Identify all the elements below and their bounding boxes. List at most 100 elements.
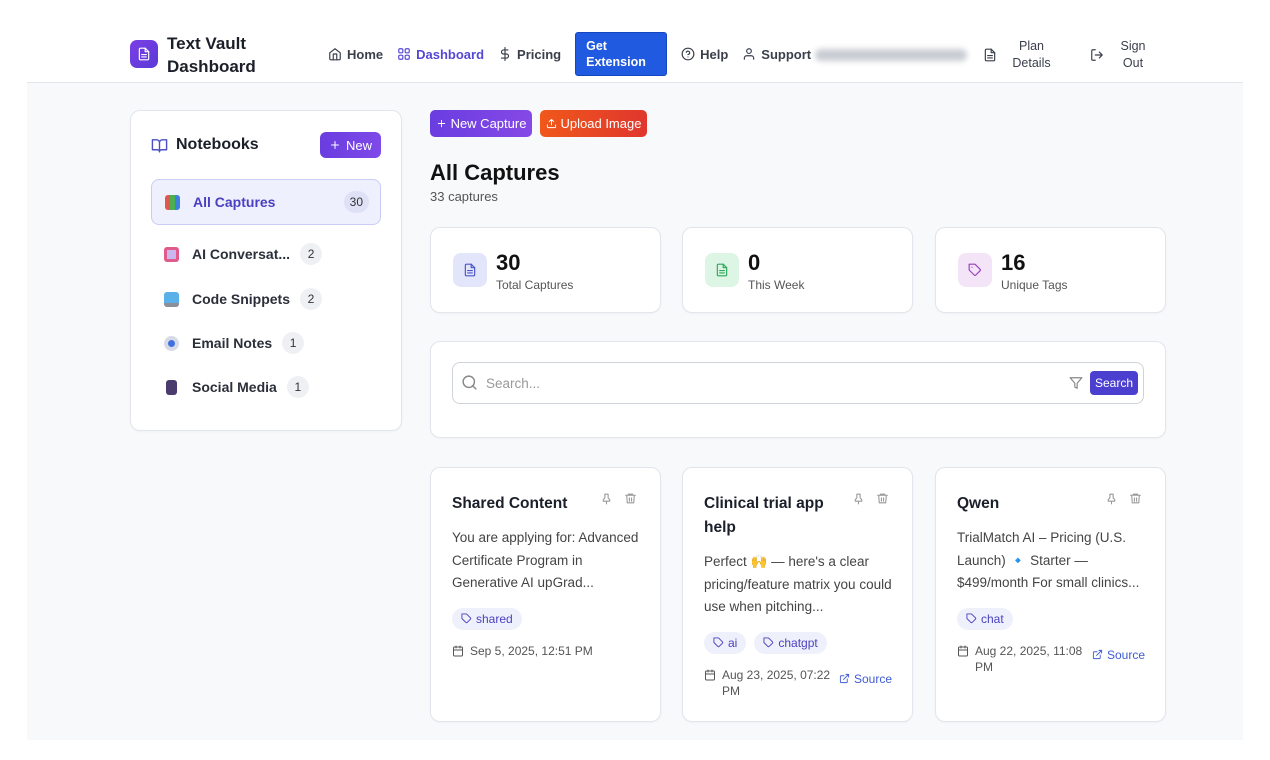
user-icon xyxy=(744,48,755,60)
notebook-item[interactable]: Email Notes 1 xyxy=(151,320,381,366)
search-placeholder: Search... xyxy=(486,376,541,391)
nav: Home Dashboard Pricing Get Extension Hel… xyxy=(328,32,811,76)
tag-label: chat xyxy=(981,611,1004,626)
upload-image-button[interactable]: Upload Image xyxy=(540,110,647,137)
tag-label: shared xyxy=(476,611,513,626)
plan-details-link[interactable]: Plan Details xyxy=(983,38,1054,72)
plus-icon xyxy=(437,119,445,128)
nav-home[interactable]: Home xyxy=(328,47,383,62)
calendar-icon xyxy=(453,645,463,656)
action-label: New Capture xyxy=(450,116,527,131)
nav-support[interactable]: Support xyxy=(742,47,811,62)
trash-icon[interactable] xyxy=(1129,492,1142,505)
nav-help[interactable]: Help xyxy=(681,47,728,62)
notebook-count: 2 xyxy=(300,243,323,265)
trash-icon[interactable] xyxy=(624,492,637,505)
capture-date: Aug 23, 2025, 07:22 PM xyxy=(722,667,831,698)
tag-icon xyxy=(461,613,472,624)
external-link-icon xyxy=(839,673,850,684)
action-label: Upload Image xyxy=(560,116,642,131)
nav-pricing[interactable]: Pricing xyxy=(498,47,561,62)
notebook-item[interactable]: Code Snippets 2 xyxy=(151,276,381,322)
stat-card: 30 Total Captures xyxy=(430,227,661,313)
tag-icon xyxy=(966,613,977,624)
search-input[interactable] xyxy=(452,362,1144,404)
capture-card[interactable]: Clinical trial app help Perfect 🙌 — here… xyxy=(682,467,913,722)
notebooks-panel xyxy=(130,110,402,431)
notebook-name: Email Notes xyxy=(192,335,273,351)
card-actions xyxy=(1105,492,1142,505)
tag-icon xyxy=(763,637,774,648)
capture-card[interactable]: Shared Content You are applying for: Adv… xyxy=(430,467,661,722)
nav-dashboard[interactable]: Dashboard xyxy=(397,47,484,62)
filter-icon[interactable] xyxy=(1069,376,1083,390)
tag[interactable]: chatgpt xyxy=(754,631,827,654)
capture-card[interactable]: Qwen TrialMatch AI – Pricing (U.S. Launc… xyxy=(935,467,1166,722)
tag-list: shared xyxy=(452,607,640,630)
nav-label: Support xyxy=(761,46,812,62)
logo-icon xyxy=(138,47,150,61)
notebook-item[interactable]: All Captures 30 xyxy=(151,179,381,225)
capture-date: Sep 5, 2025, 12:51 PM xyxy=(470,643,593,658)
capture-meta: Aug 23, 2025, 07:22 PM Source xyxy=(704,667,892,699)
calendar-icon xyxy=(705,669,715,680)
notebook-count: 2 xyxy=(300,288,323,310)
notebook-item[interactable]: AI Conversat... 2 xyxy=(151,231,381,277)
tag-list: chat xyxy=(957,607,1145,630)
tag-list: ai chatgpt xyxy=(704,631,892,654)
nav-label: Dashboard xyxy=(416,46,485,62)
search-button[interactable]: Search xyxy=(1090,371,1138,395)
capture-title: Shared Content xyxy=(452,495,568,512)
stat-icon xyxy=(958,253,992,287)
plan-details-label: Plan Details xyxy=(1012,39,1051,70)
brand-title[interactable]: Text Vault Dashboard xyxy=(167,34,256,76)
capture-count: 33 captures xyxy=(430,189,498,204)
notebook-item[interactable]: Social Media 1 xyxy=(151,364,381,410)
sign-out-label: Sign Out xyxy=(1120,39,1146,70)
new-notebook-button[interactable]: New xyxy=(320,132,381,158)
document-icon xyxy=(984,48,996,62)
stat-value: 0 xyxy=(748,250,761,275)
capture-excerpt: You are applying for: Advanced Certifica… xyxy=(452,530,639,590)
pin-icon[interactable] xyxy=(1105,492,1118,505)
sign-out-link[interactable]: Sign Out xyxy=(1090,38,1150,72)
plus-icon xyxy=(330,141,339,149)
user-email-blurred xyxy=(815,49,967,61)
capture-excerpt: TrialMatch AI – Pricing (U.S. Launch) 🔹 … xyxy=(957,530,1140,590)
stat-label: Unique Tags xyxy=(1001,278,1068,292)
tag-icon xyxy=(713,637,724,648)
stat-icon xyxy=(453,253,487,287)
stat-label: Total Captures xyxy=(496,278,574,292)
notebook-icon xyxy=(164,246,179,262)
calendar-icon xyxy=(958,645,968,656)
pin-icon[interactable] xyxy=(600,492,613,505)
tag-label: chatgpt xyxy=(778,635,818,650)
header-divider xyxy=(27,82,1243,83)
source-label: Source xyxy=(853,671,892,686)
tag[interactable]: ai xyxy=(704,631,747,654)
trash-icon[interactable] xyxy=(876,492,889,505)
tag[interactable]: shared xyxy=(452,607,522,630)
stat-card: 16 Unique Tags xyxy=(935,227,1166,313)
source-link[interactable]: Source xyxy=(839,671,892,687)
capture-date: Aug 22, 2025, 11:08 PM xyxy=(975,643,1083,674)
card-actions xyxy=(852,492,889,505)
pin-icon[interactable] xyxy=(852,492,865,505)
logo[interactable] xyxy=(130,40,158,68)
source-label: Source xyxy=(1106,647,1145,662)
notebooks-title: Notebooks xyxy=(176,136,259,153)
card-actions xyxy=(600,492,637,505)
new-capture-button[interactable]: New Capture xyxy=(430,110,532,137)
tag[interactable]: chat xyxy=(957,607,1013,630)
document-icon xyxy=(716,263,728,277)
notebook-count: 1 xyxy=(282,332,305,354)
search-icon xyxy=(462,375,477,390)
nav-label: Help xyxy=(700,46,729,62)
source-link[interactable]: Source xyxy=(1092,647,1145,663)
stat-icon xyxy=(705,253,739,287)
notebook-icon xyxy=(164,335,179,351)
notebook-name: AI Conversat... xyxy=(192,246,291,262)
home-icon xyxy=(329,48,341,61)
get-extension-button[interactable]: Get Extension xyxy=(575,32,668,76)
